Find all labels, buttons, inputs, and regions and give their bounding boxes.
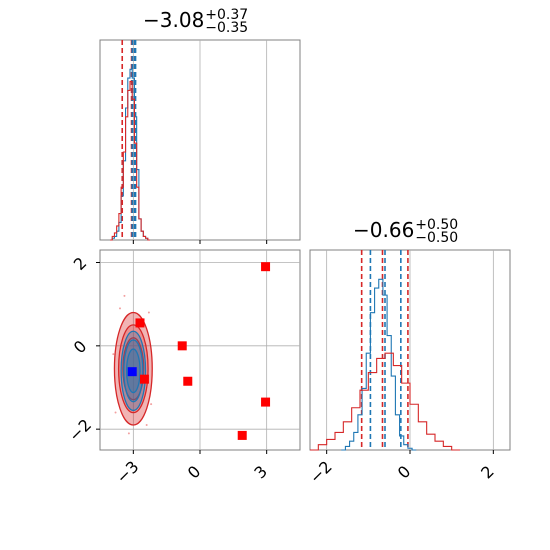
title-bottom-right-main: −0.66 — [353, 218, 415, 242]
y-tick-label: −2 — [65, 415, 95, 445]
faint-sample — [147, 311, 150, 314]
y-tick-label: 0 — [70, 337, 91, 358]
scatter-marker — [177, 341, 187, 351]
faint-sample — [112, 353, 115, 356]
scatter-marker — [237, 430, 247, 440]
faint-sample — [119, 307, 121, 310]
scatter-marker — [139, 374, 149, 384]
faint-sample — [145, 424, 148, 426]
x-tick-label: 0 — [184, 462, 205, 483]
scatter-marker — [261, 262, 271, 272]
panel-bottom-left: −3 0 3 2 0 −2 — [65, 249, 301, 487]
title-bottom-right-sup: +0.50 — [415, 217, 459, 233]
x-tick-label: 3 — [250, 462, 271, 483]
scatter-marker — [127, 367, 137, 377]
title-bottom-right-sub: −0.50 — [415, 230, 459, 246]
title-bottom-right: −0.66 +0.50 −0.50 — [353, 218, 458, 245]
x-tick-label: 0 — [394, 462, 415, 483]
faint-sample — [150, 403, 153, 406]
faint-sample — [127, 432, 130, 435]
scatter-marker — [261, 397, 271, 407]
p0-hist-series-1 — [110, 81, 150, 241]
title-top-left-sup: +0.37 — [205, 7, 249, 23]
y-tick-label: 2 — [70, 253, 91, 274]
x-tick-label: 2 — [477, 462, 498, 483]
panel-bottom-right: −2 0 2 — [306, 249, 511, 487]
panel-top-left — [99, 39, 301, 244]
x-tick-label: −2 — [306, 457, 336, 487]
p2-hist-series-1 — [310, 352, 460, 451]
title-top-left-sub: −0.35 — [205, 20, 249, 36]
faint-sample — [123, 294, 126, 297]
scatter-marker — [183, 376, 193, 386]
scatter-marker — [135, 318, 145, 328]
faint-sample — [114, 411, 117, 414]
title-top-left: −3.08 +0.37 −0.35 — [143, 8, 248, 35]
p2-hist-series-0 — [341, 278, 417, 451]
x-tick-label: −3 — [112, 457, 142, 487]
title-top-left-main: −3.08 — [143, 8, 205, 32]
